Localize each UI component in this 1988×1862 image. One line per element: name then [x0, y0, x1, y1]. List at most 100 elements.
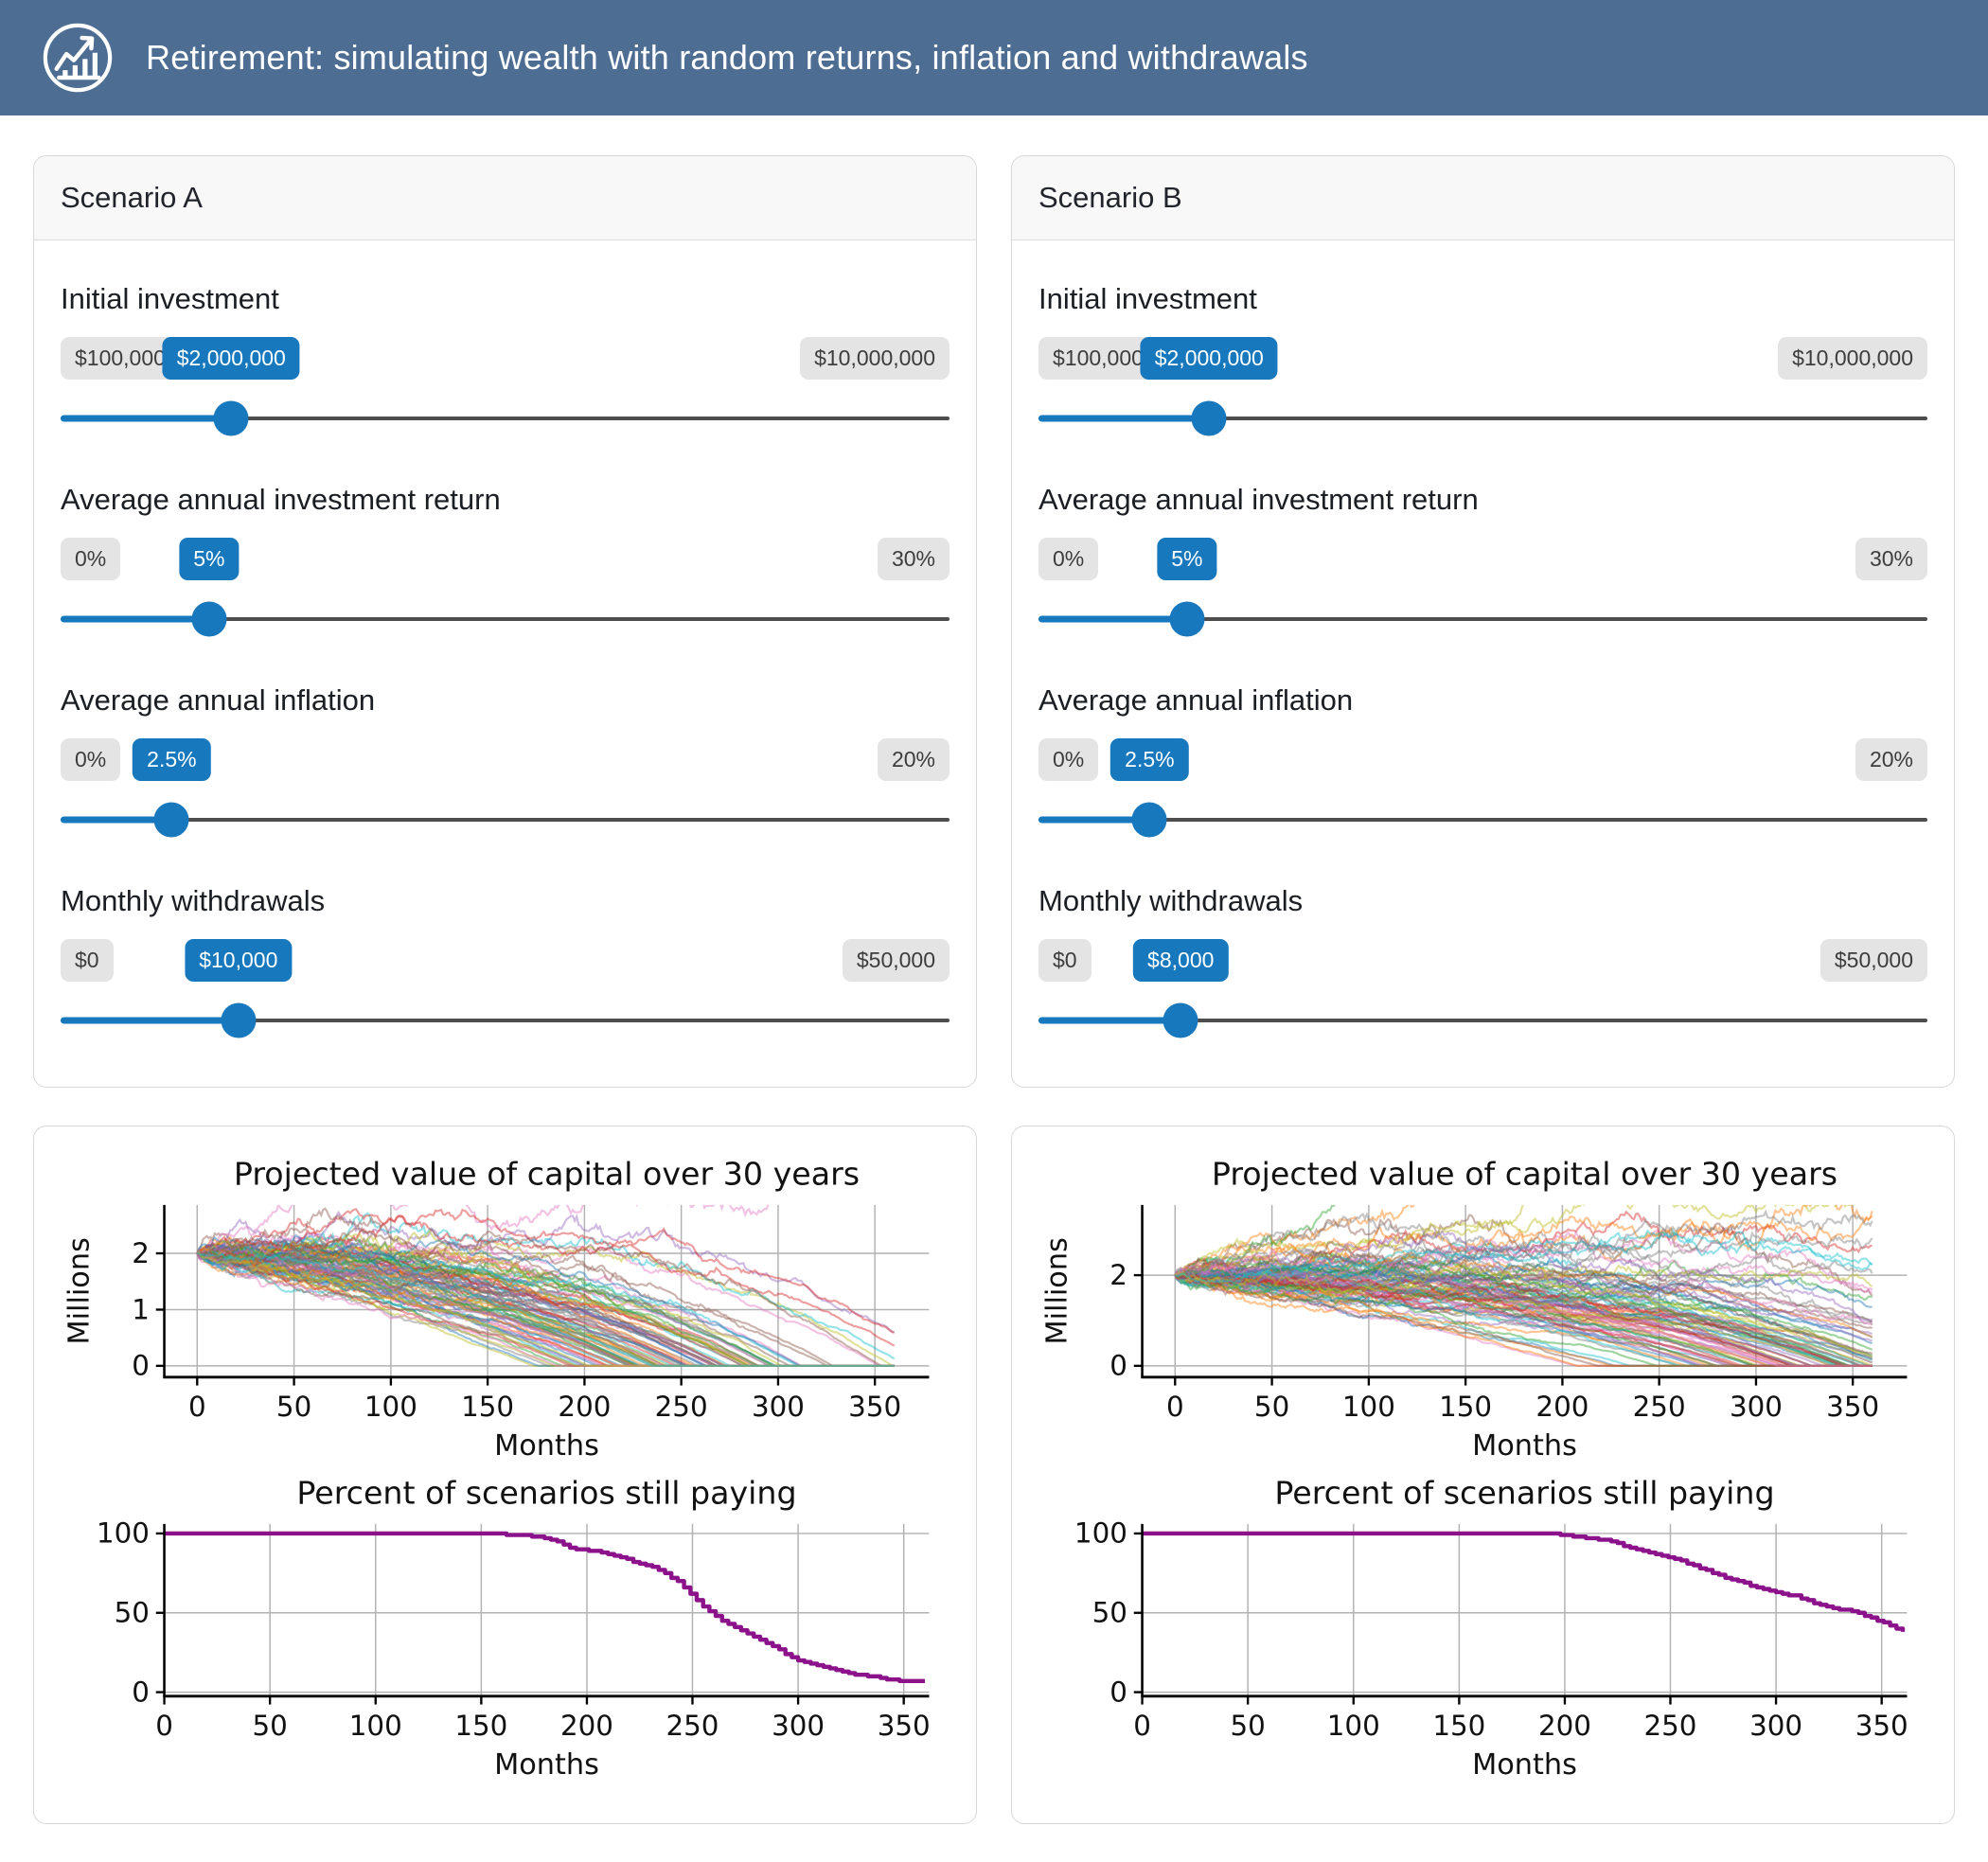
- slider-current-value: 5%: [1157, 538, 1217, 580]
- slider-track-remainder[interactable]: [1038, 417, 1927, 420]
- slider-track[interactable]: [1038, 398, 1927, 439]
- slider-thumb[interactable]: [1169, 601, 1205, 637]
- svg-text:1: 1: [132, 1293, 150, 1325]
- svg-text:0: 0: [132, 1676, 150, 1708]
- percent-paying-chart-a: 0 50 100 150 200 250 300 350 0 50 100 Percent of sc…: [97, 1476, 931, 1782]
- slider-value-row: 0% 5% 30%: [1038, 538, 1927, 585]
- slider-track-remainder[interactable]: [61, 417, 950, 420]
- slider-max-label: 20%: [877, 738, 950, 781]
- slider-track[interactable]: [1038, 1000, 1927, 1041]
- slider-min-label: $100,000: [61, 337, 180, 380]
- slider-track[interactable]: [1038, 799, 1927, 841]
- slider-monthly-withdrawals-a: Monthly withdrawals $0 $10,000 $50,000: [61, 884, 950, 1041]
- capital-projection-chart-b: 0 50 100 150 200 250 300 350 0 2 Projected value o…: [1040, 1157, 1908, 1463]
- slider-track-fill[interactable]: [61, 816, 172, 824]
- slider-max-label: $10,000,000: [1778, 337, 1927, 380]
- slider-value-row: 0% 2.5% 20%: [61, 738, 950, 786]
- svg-text:0: 0: [1166, 1391, 1184, 1423]
- slider-label: Average annual inflation: [61, 683, 376, 717]
- slider-label: Initial investment: [1038, 282, 1257, 315]
- svg-text:Projected value of capital ove: Projected value of capital over 30 years: [234, 1157, 860, 1192]
- slider-current-value: $2,000,000: [1140, 337, 1278, 380]
- slider-min-label: 0%: [61, 738, 121, 781]
- slider-value-row: $100,000 $2,000,000 $10,000,000: [61, 337, 950, 384]
- slider-current-value: $2,000,000: [162, 337, 300, 380]
- slider-track[interactable]: [61, 799, 950, 841]
- slider-value-row: $0 $10,000 $50,000: [61, 939, 950, 986]
- slider-label: Initial investment: [61, 282, 279, 315]
- svg-text:350: 350: [1826, 1391, 1879, 1423]
- charts-row: 0 50 100 150 200 250 300 350 0 1 2 Projected value …: [33, 1126, 1955, 1824]
- slider-track-fill[interactable]: [1038, 816, 1150, 824]
- slider-label: Monthly withdrawals: [61, 884, 326, 917]
- slider-track[interactable]: [61, 1000, 950, 1041]
- svg-text:50: 50: [252, 1710, 287, 1742]
- scenario-a-charts-body: 0 50 100 150 200 250 300 350 0 1 2 Projected value …: [34, 1126, 976, 1823]
- svg-text:150: 150: [454, 1710, 507, 1742]
- slider-track[interactable]: [1038, 598, 1927, 640]
- slider-track-fill[interactable]: [61, 415, 232, 422]
- scenario-b-charts-body: 0 50 100 150 200 250 300 350 0 2 Projected value o…: [1012, 1126, 1954, 1823]
- svg-text:2: 2: [1109, 1259, 1127, 1291]
- slider-initial-investment-a: Initial investment $100,000 $2,000,000 $…: [61, 282, 950, 439]
- slider-initial-investment-b: Initial investment $100,000 $2,000,000 $…: [1038, 282, 1927, 439]
- slider-track-remainder[interactable]: [1038, 1019, 1927, 1022]
- slider-thumb[interactable]: [213, 400, 249, 436]
- slider-label: Average annual inflation: [1038, 683, 1354, 717]
- svg-text:Percent of scenarios still pay: Percent of scenarios still paying: [296, 1476, 796, 1511]
- svg-text:Months: Months: [1472, 1429, 1577, 1463]
- slider-label: Monthly withdrawals: [1038, 884, 1304, 917]
- slider-thumb[interactable]: [221, 1002, 257, 1038]
- svg-text:50: 50: [115, 1596, 150, 1628]
- slider-max-label: $50,000: [1819, 939, 1927, 982]
- svg-text:Months: Months: [1472, 1748, 1577, 1782]
- svg-text:Millions: Millions: [62, 1237, 96, 1344]
- main-content: Scenario A Initial investment $100,000 $…: [0, 115, 1988, 1862]
- svg-text:200: 200: [1538, 1710, 1591, 1742]
- slider-track-fill[interactable]: [1038, 615, 1187, 623]
- slider-track-remainder[interactable]: [61, 617, 950, 621]
- slider-track-remainder[interactable]: [61, 1019, 950, 1022]
- slider-current-value: $8,000: [1133, 939, 1229, 982]
- slider-track-fill[interactable]: [61, 1017, 239, 1024]
- slider-max-label: $50,000: [842, 939, 950, 982]
- slider-annual-return-a: Average annual investment return 0% 5% 3…: [61, 483, 950, 640]
- slider-thumb[interactable]: [1163, 1002, 1198, 1038]
- slider-value-row: $0 $8,000 $50,000: [1038, 939, 1927, 986]
- svg-text:200: 200: [560, 1710, 613, 1742]
- slider-track-fill[interactable]: [1038, 1017, 1181, 1024]
- slider-track-remainder[interactable]: [61, 818, 950, 822]
- slider-track-fill[interactable]: [1038, 415, 1210, 422]
- slider-thumb[interactable]: [153, 802, 189, 838]
- svg-text:100: 100: [97, 1516, 150, 1549]
- svg-text:100: 100: [364, 1391, 417, 1423]
- slider-thumb[interactable]: [191, 601, 227, 637]
- slider-track[interactable]: [61, 398, 950, 439]
- svg-text:100: 100: [1342, 1391, 1395, 1423]
- slider-track-fill[interactable]: [61, 615, 209, 623]
- slider-max-label: 30%: [1855, 538, 1927, 580]
- slider-min-label: 0%: [61, 538, 121, 580]
- svg-text:300: 300: [1730, 1391, 1783, 1423]
- scenario-b-body: Initial investment $100,000 $2,000,000 $…: [1012, 240, 1954, 1087]
- svg-text:0: 0: [132, 1350, 150, 1382]
- svg-text:100: 100: [349, 1710, 402, 1742]
- svg-text:250: 250: [1643, 1710, 1696, 1742]
- svg-text:150: 150: [461, 1391, 514, 1423]
- slider-track-remainder[interactable]: [1038, 617, 1927, 621]
- slider-track-remainder[interactable]: [1038, 818, 1927, 822]
- svg-text:50: 50: [276, 1391, 311, 1423]
- svg-text:150: 150: [1439, 1391, 1492, 1423]
- scenario-a-title: Scenario A: [34, 156, 976, 240]
- svg-text:50: 50: [1254, 1391, 1289, 1423]
- slider-thumb[interactable]: [1191, 400, 1227, 436]
- svg-text:350: 350: [1855, 1710, 1908, 1742]
- slider-track[interactable]: [61, 598, 950, 640]
- slider-current-value: $10,000: [185, 939, 293, 982]
- slider-thumb[interactable]: [1131, 802, 1167, 838]
- svg-text:0: 0: [188, 1391, 206, 1423]
- scenario-b-charts-card: 0 50 100 150 200 250 300 350 0 2 Projected value o…: [1011, 1126, 1955, 1824]
- svg-text:100: 100: [1074, 1516, 1127, 1549]
- slider-annual-inflation-a: Average annual inflation 0% 2.5% 20%: [61, 683, 950, 841]
- svg-text:Months: Months: [494, 1748, 599, 1782]
